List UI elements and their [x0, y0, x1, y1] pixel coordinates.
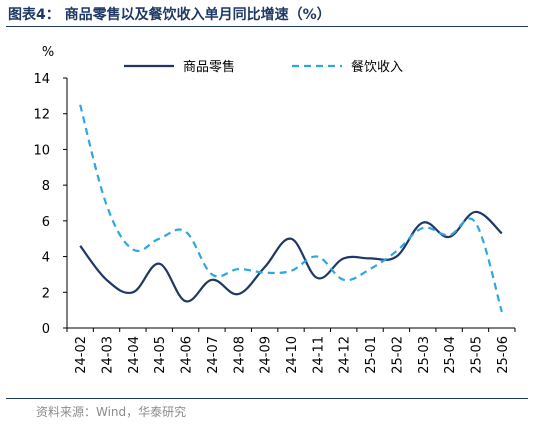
x-tick-label: 25-03 — [417, 336, 432, 374]
x-tick-label: 24-03 — [101, 336, 116, 374]
x-tick-label: 24-05 — [153, 336, 168, 374]
title-divider — [6, 26, 528, 27]
x-tick-label: 24-11 — [311, 336, 326, 374]
source-note: 资料来源：Wind，华泰研究 — [36, 405, 187, 419]
chart-axes: % 0 2 4 6 8 10 12 14 24-02 24-03 24-04 24-05 24-06 24-… — [33, 45, 516, 374]
y-unit-label: % — [42, 45, 54, 60]
legend-label-1: 商品零售 — [183, 59, 235, 75]
y-tick-label: 12 — [33, 108, 50, 123]
x-tick-label: 25-01 — [364, 336, 379, 374]
x-tick-label: 24-07 — [206, 336, 221, 374]
y-tick-label: 14 — [33, 72, 50, 87]
x-tick-label: 24-06 — [180, 336, 195, 374]
y-tick-label: 8 — [42, 179, 50, 194]
x-tick-label: 24-04 — [127, 336, 142, 374]
y-tick-label: 6 — [42, 215, 50, 230]
source-divider — [6, 398, 528, 399]
x-tick-label: 24-02 — [74, 336, 89, 374]
y-tick-label: 4 — [42, 251, 50, 266]
x-tick-label: 25-06 — [496, 336, 511, 374]
x-tick-label: 25-05 — [469, 336, 484, 374]
x-tick-label: 25-02 — [390, 336, 405, 374]
x-tick-label: 24-10 — [285, 336, 300, 374]
y-tick-label: 10 — [33, 143, 50, 158]
legend-label-2: 餐饮收入 — [351, 59, 403, 75]
series-lines — [79, 104, 503, 313]
y-tick-label: 0 — [42, 322, 50, 337]
x-tick-label: 24-09 — [259, 336, 274, 374]
y-tick-label: 2 — [42, 286, 50, 301]
series-line-2 — [79, 104, 503, 313]
series-line-1 — [79, 210, 503, 303]
figure-title: 图表4： 商品零售以及餐饮收入单月同比增速（%） — [8, 7, 331, 23]
x-tick-label: 25-04 — [443, 336, 458, 374]
x-tick-label: 24-08 — [232, 336, 247, 374]
chart-legend: 商品零售 餐饮收入 — [124, 59, 403, 75]
x-tick-label: 24-12 — [338, 336, 353, 374]
